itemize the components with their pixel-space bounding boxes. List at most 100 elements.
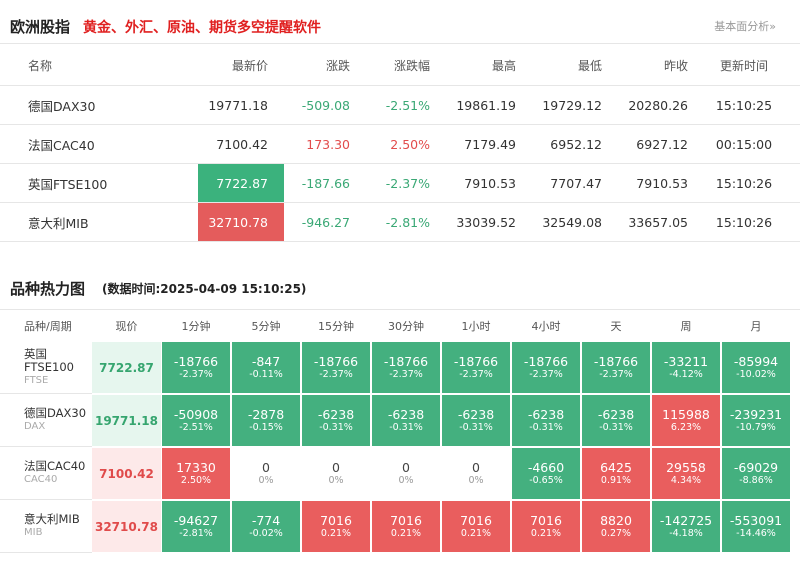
heatmap-cell[interactable]: 115988 6.23%	[652, 395, 720, 446]
heatmap-cell[interactable]: -18766 -2.37%	[582, 342, 650, 393]
heatmap-symbol[interactable]: 德国DAX30 DAX	[0, 394, 92, 447]
index-last-price: 7100.42	[216, 136, 268, 152]
heatmap-cell-pct: -2.37%	[529, 369, 563, 380]
heatmap-cell-change: 7016	[460, 513, 492, 528]
col-header-period: 4小时	[531, 319, 561, 333]
heatmap-symbol[interactable]: 英国 FTSE100 FTSE	[0, 341, 92, 394]
heatmap-cell[interactable]: -18766 -2.37%	[512, 342, 580, 393]
heatmap-cell-change: -85994	[733, 354, 779, 369]
heatmap-cell-change: -6238	[597, 407, 635, 422]
heatmap-cell[interactable]: -50908 -2.51%	[162, 395, 230, 446]
promo-link[interactable]: 黄金、外汇、原油、期货多空提醒软件	[83, 20, 321, 36]
index-update-time: 15:10:26	[715, 175, 773, 191]
index-name[interactable]: 意大利MIB	[28, 215, 89, 231]
heatmap-cell[interactable]: -2878 -0.15%	[232, 395, 300, 446]
col-header-prev-close: 昨收	[663, 58, 688, 73]
index-last-price: 19771.18	[208, 97, 268, 113]
index-name[interactable]: 法国CAC40	[28, 137, 95, 153]
heatmap-cell[interactable]: -6238 -0.31%	[442, 395, 510, 446]
index-high: 7910.53	[464, 175, 516, 191]
heatmap-cell-change: -6238	[457, 407, 495, 422]
heatmap-cell[interactable]: 7016 0.21%	[372, 501, 440, 552]
col-header-period: 30分钟	[388, 319, 424, 333]
heatmap-cell-pct: 6.23%	[670, 422, 702, 433]
heatmap-cell-pct: 0.21%	[390, 528, 422, 539]
heatmap-cell-change: -239231	[729, 407, 783, 422]
heatmap-cell[interactable]: 29558 4.34%	[652, 448, 720, 499]
heatmap-current-price: 19771.18	[92, 395, 161, 446]
heatmap-cell[interactable]: 7016 0.21%	[442, 501, 510, 552]
heatmap-cell[interactable]: -18766 -2.37%	[372, 342, 440, 393]
heatmap-cell-change: -6238	[527, 407, 565, 422]
heatmap-cell[interactable]: -553091 -14.46%	[722, 501, 790, 552]
heatmap-symbol[interactable]: 意大利MIB MIB	[0, 500, 92, 553]
heatmap-cell[interactable]: 8820 0.27%	[582, 501, 650, 552]
heatmap-symbol-name: FTSE100	[24, 359, 74, 374]
heatmap-cell[interactable]: 0 0%	[302, 448, 370, 499]
index-row[interactable]: 法国CAC40 7100.42 173.30 2.50% 7179.49 6952.12 6…	[0, 125, 800, 164]
col-header-high: 最高	[491, 58, 516, 73]
heatmap-cell[interactable]: -94627 -2.81%	[162, 501, 230, 552]
heatmap-cell-change: 7016	[530, 513, 562, 528]
heatmap-cell[interactable]: -142725 -4.18%	[652, 501, 720, 552]
heatmap-cell[interactable]: 7016 0.21%	[302, 501, 370, 552]
heatmap-cell[interactable]: -85994 -10.02%	[722, 342, 790, 393]
heatmap-cell[interactable]: -18766 -2.37%	[162, 342, 230, 393]
heatmap-cell-change: -774	[251, 513, 281, 528]
heatmap-cell-pct: 4.34%	[670, 475, 702, 486]
heatmap-cell[interactable]: -6238 -0.31%	[372, 395, 440, 446]
heatmap-cell[interactable]: 17330 2.50%	[162, 448, 230, 499]
heatmap-cell[interactable]: -6238 -0.31%	[302, 395, 370, 446]
heatmap-cell-change: -18766	[313, 354, 359, 369]
heatmap-cell-change: -6238	[387, 407, 425, 422]
index-name[interactable]: 英国FTSE100	[28, 176, 108, 192]
heatmap-current-price: 7100.42	[92, 448, 161, 499]
index-change-pct: -2.81%	[385, 214, 430, 230]
heatmap-cell-pct: 0%	[258, 475, 274, 486]
heatmap-cell[interactable]: 0 0%	[372, 448, 440, 499]
index-change: -509.08	[301, 97, 350, 113]
fundamental-analysis-link[interactable]: 基本面分析»	[714, 20, 776, 33]
index-change: -946.27	[301, 214, 350, 230]
col-header-period: 1分钟	[181, 319, 211, 333]
heatmap-cell[interactable]: -33211 -4.12%	[652, 342, 720, 393]
index-row[interactable]: 英国FTSE100 7722.87 -187.66 -2.37% 7910.53 7707…	[0, 164, 800, 203]
index-row[interactable]: 德国DAX30 19771.18 -509.08 -2.51% 19861.19 1972…	[0, 86, 800, 125]
heatmap-cell-change: -50908	[173, 407, 219, 422]
col-header-update-time: 更新时间	[719, 58, 768, 73]
heatmap-symbol[interactable]: 法国CAC40 CAC40	[0, 447, 92, 500]
col-header-period: 5分钟	[251, 319, 281, 333]
index-high: 33039.52	[456, 214, 516, 230]
heatmap-cell-pct: -2.51%	[179, 422, 213, 433]
heatmap-cell-pct: -10.79%	[736, 422, 776, 433]
heatmap-cell[interactable]: 6425 0.91%	[582, 448, 650, 499]
heatmap-cell[interactable]: -69029 -8.86%	[722, 448, 790, 499]
heatmap-current-price: 32710.78	[92, 501, 161, 552]
heatmap-column-header: 品种/周期 现价 1分钟 5分钟 15分钟 30分钟 1小时 4小时 天 周 月	[0, 311, 800, 340]
index-name[interactable]: 德国DAX30	[28, 98, 96, 114]
heatmap-cell[interactable]: 7016 0.21%	[512, 501, 580, 552]
heatmap-cell[interactable]: -18766 -2.37%	[442, 342, 510, 393]
heatmap-cell[interactable]: -4660 -0.65%	[512, 448, 580, 499]
col-header-period: 天	[610, 319, 622, 333]
heatmap-cell-change: -18766	[453, 354, 499, 369]
heatmap-cell[interactable]: -6238 -0.31%	[582, 395, 650, 446]
indices-header: 欧洲股指 黄金、外汇、原油、期货多空提醒软件 基本面分析»	[0, 0, 800, 44]
index-change-pct: -2.51%	[385, 97, 430, 113]
col-header-period: 1小时	[461, 319, 491, 333]
heatmap-cell[interactable]: -6238 -0.31%	[512, 395, 580, 446]
heatmap-cell-pct: -0.02%	[249, 528, 283, 539]
heatmap-symbol-name: 英国	[24, 346, 47, 361]
heatmap-row: 英国 FTSE100 FTSE 7722.87 -18766 -2.37% -847 -0.1…	[0, 341, 800, 394]
index-prev-close: 33657.05	[628, 214, 688, 230]
heatmap-symbol-name: 意大利MIB	[24, 512, 80, 526]
index-row[interactable]: 意大利MIB 32710.78 -946.27 -2.81% 33039.52 32549…	[0, 203, 800, 242]
col-header-low: 最低	[577, 58, 602, 73]
heatmap-cell[interactable]: -847 -0.11%	[232, 342, 300, 393]
heatmap-cell[interactable]: -239231 -10.79%	[722, 395, 790, 446]
heatmap-cell[interactable]: -18766 -2.37%	[302, 342, 370, 393]
heatmap-cell[interactable]: 0 0%	[442, 448, 510, 499]
heatmap-cell[interactable]: 0 0%	[232, 448, 300, 499]
heatmap-cell-pct: -0.31%	[599, 422, 633, 433]
heatmap-cell[interactable]: -774 -0.02%	[232, 501, 300, 552]
